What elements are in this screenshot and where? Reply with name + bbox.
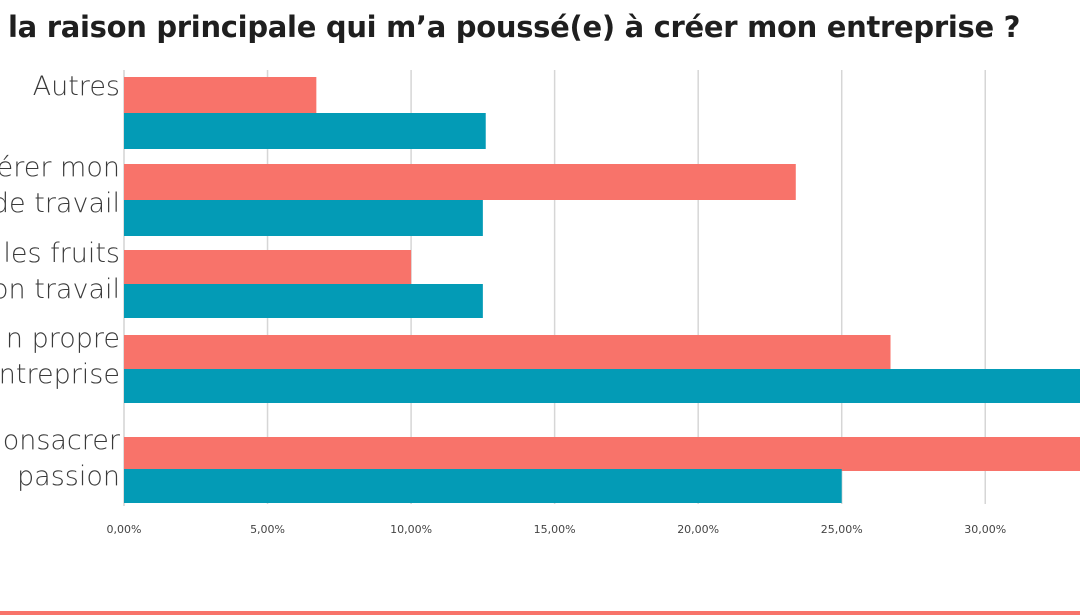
category-label: on travail	[0, 274, 120, 305]
x-tick-label: 15,00%	[534, 523, 576, 536]
x-tick-label: 0,00%	[107, 523, 142, 536]
category-label: Autres	[33, 71, 120, 102]
bar-series-1-cat-1	[124, 77, 317, 113]
x-tick-labels: 0,00% 5,00% 10,00% 15,00% 20,00% 25,00% 30,00%	[107, 523, 1007, 536]
bar-series-2-cat-4	[124, 369, 1080, 403]
x-tick-label: 30,00%	[964, 523, 1006, 536]
category-labels: Autres érer mon de travail les fruits on tra…	[0, 71, 121, 492]
bar-series-1-cat-4	[124, 335, 891, 369]
x-tick-label: 5,00%	[250, 523, 285, 536]
x-tick-label: 10,00%	[390, 523, 432, 536]
x-tick-label: 20,00%	[677, 523, 719, 536]
bar-series-2-cat-1	[124, 113, 486, 149]
category-label: les fruits	[3, 238, 120, 269]
category-label: ntreprise	[0, 359, 120, 390]
bar-series-2-cat-5	[124, 469, 842, 503]
bar-series-1-cat-5	[124, 437, 1080, 471]
category-label: n propre	[6, 323, 120, 354]
bar-series-1-cat-3	[124, 250, 412, 284]
chart-title: la raison principale qui m’a poussé(e) à…	[8, 10, 1021, 44]
category-label: érer mon	[0, 152, 120, 183]
bottom-accent-rule	[0, 611, 1080, 615]
category-label: passion	[17, 461, 120, 492]
bars	[124, 77, 1080, 503]
x-tick-label: 25,00%	[821, 523, 863, 536]
bar-series-2-cat-2	[124, 200, 483, 236]
category-label: de travail	[0, 188, 120, 219]
bar-series-1-cat-2	[124, 164, 796, 200]
bar-series-2-cat-3	[124, 284, 483, 318]
category-label: onsacrer	[3, 425, 121, 456]
